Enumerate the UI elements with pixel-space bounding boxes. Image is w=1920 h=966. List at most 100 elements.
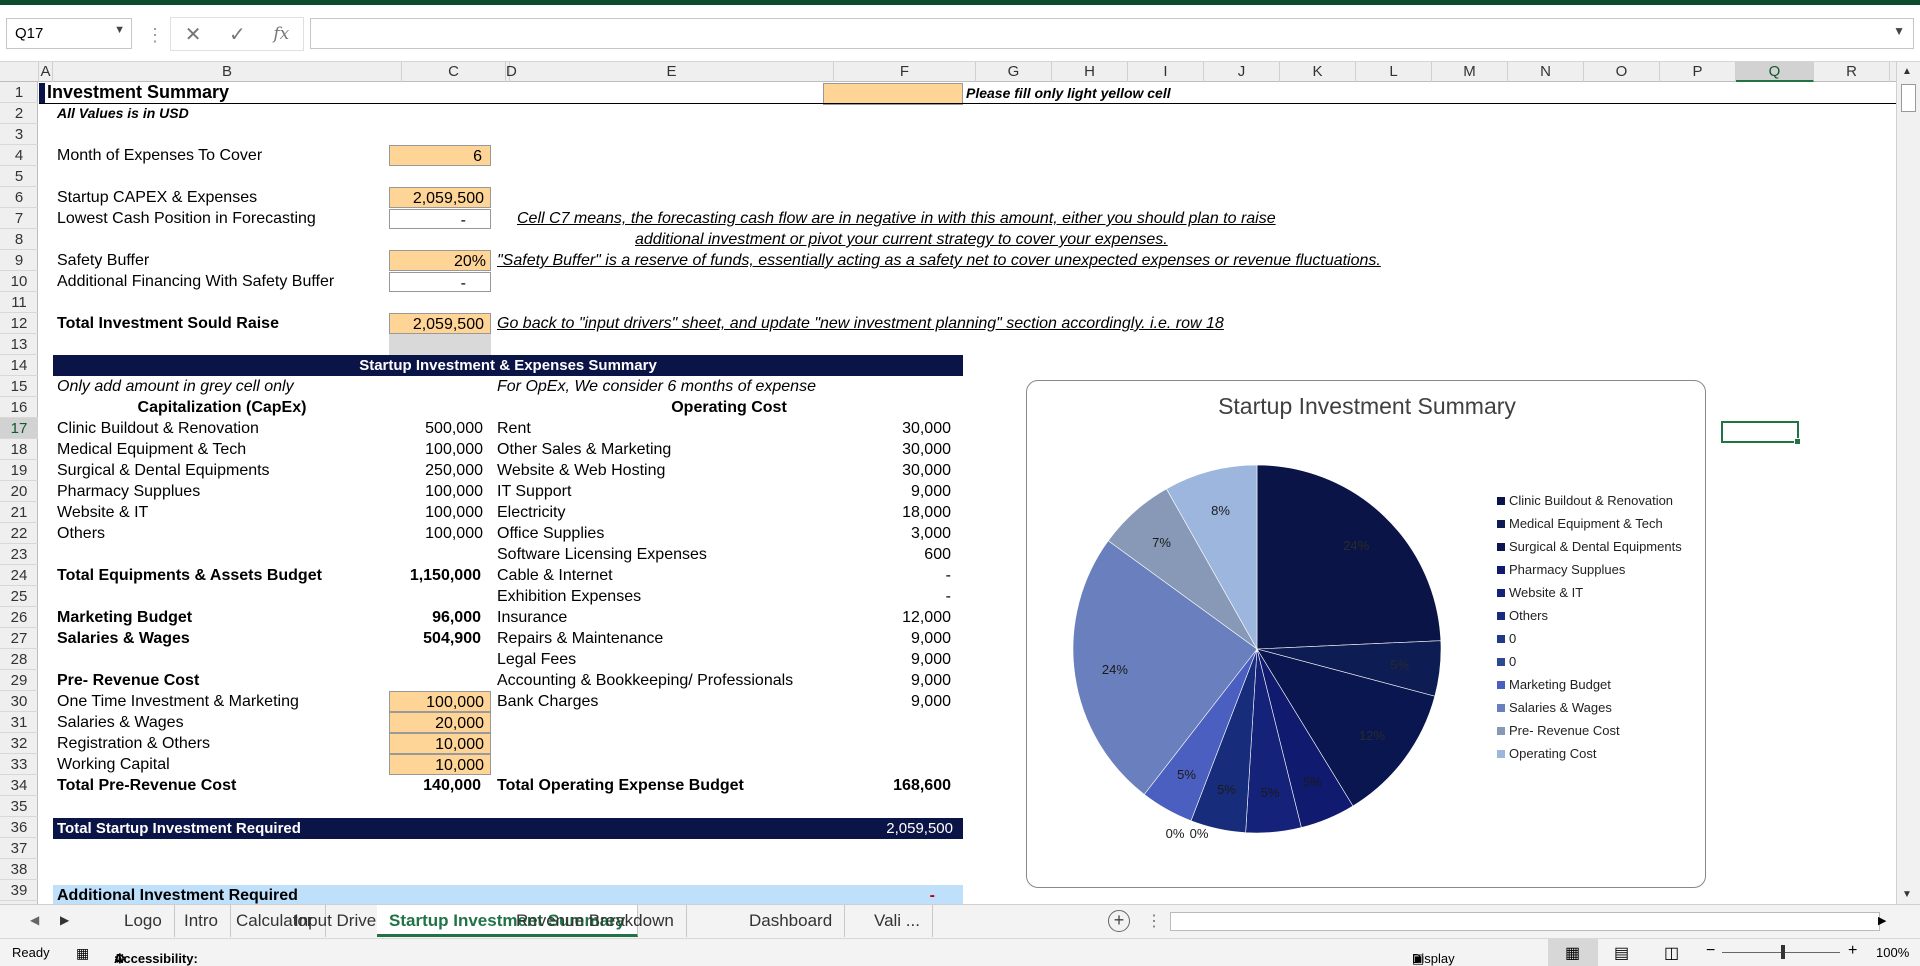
scroll-down-icon[interactable]: ▼ xyxy=(1902,889,1912,900)
column-header[interactable]: E xyxy=(510,62,834,82)
zoom-slider-thumb[interactable] xyxy=(1781,945,1785,959)
capex-value[interactable]: 2,059,500 xyxy=(389,187,491,208)
sheet-tab[interactable]: Revenue Breakdown xyxy=(504,905,687,937)
column-header[interactable]: L xyxy=(1356,62,1432,82)
row-header[interactable]: 39 xyxy=(0,880,38,901)
name-box[interactable]: Q17 ▼ xyxy=(6,18,132,49)
row-header[interactable]: 24 xyxy=(0,565,38,586)
row-header[interactable]: 12 xyxy=(0,313,38,334)
line-item-value[interactable]: 10,000 xyxy=(389,754,491,775)
sheet-tab[interactable]: Vali ... xyxy=(862,905,933,937)
grey-cell[interactable] xyxy=(389,334,491,355)
row-header[interactable]: 33 xyxy=(0,754,38,775)
add-sheet-icon[interactable]: + xyxy=(1108,910,1130,932)
legend-entry[interactable]: Salaries & Wages xyxy=(1497,696,1682,719)
column-header[interactable]: C xyxy=(402,62,506,82)
cancel-icon[interactable]: ✕ xyxy=(184,23,202,46)
legend-entry[interactable]: 0 xyxy=(1497,650,1682,673)
legend-entry[interactable]: Marketing Budget xyxy=(1497,673,1682,696)
horizontal-scrollbar[interactable] xyxy=(1170,912,1880,931)
row-header[interactable]: 13 xyxy=(0,334,38,355)
legend-yellow-cell[interactable] xyxy=(823,83,963,105)
legend-entry[interactable]: Pharmacy Supplues xyxy=(1497,558,1682,581)
legend-entry[interactable]: Surgical & Dental Equipments xyxy=(1497,535,1682,558)
column-header[interactable]: R xyxy=(1814,62,1890,82)
row-header[interactable]: 20 xyxy=(0,481,38,502)
scroll-up-icon[interactable]: ▲ xyxy=(1902,66,1912,77)
row-header[interactable]: 31 xyxy=(0,712,38,733)
row-header[interactable]: 7 xyxy=(0,208,38,229)
row-header[interactable]: 16 xyxy=(0,397,38,418)
pie-slice[interactable] xyxy=(1256,464,1442,650)
total-raise-value[interactable]: 2,059,500 xyxy=(389,313,491,334)
month-input[interactable]: 6 xyxy=(389,145,491,166)
legend-entry[interactable]: Operating Cost xyxy=(1497,742,1682,765)
row-header[interactable]: 5 xyxy=(0,166,38,187)
chevron-down-icon[interactable]: ▼ xyxy=(114,24,125,36)
legend-entry[interactable]: Others xyxy=(1497,604,1682,627)
row-header[interactable]: 27 xyxy=(0,628,38,649)
legend-entry[interactable]: Website & IT xyxy=(1497,581,1682,604)
row-header[interactable]: 29 xyxy=(0,670,38,691)
pie-slice[interactable] xyxy=(1072,540,1258,795)
pie-slice[interactable] xyxy=(1256,648,1436,807)
tab-prev-icon[interactable]: ◀ xyxy=(30,913,40,927)
row-header[interactable]: 11 xyxy=(0,292,38,313)
legend-entry[interactable]: Clinic Buildout & Renovation xyxy=(1497,489,1682,512)
legend-entry[interactable]: 0 xyxy=(1497,627,1682,650)
selected-cell-q17[interactable] xyxy=(1721,421,1801,445)
normal-view-icon[interactable] xyxy=(1548,939,1598,966)
row-header[interactable]: 38 xyxy=(0,859,38,880)
column-header[interactable]: B xyxy=(53,62,402,82)
column-header[interactable]: O xyxy=(1584,62,1660,82)
column-header[interactable]: A xyxy=(39,62,53,82)
column-header[interactable]: J xyxy=(1204,62,1280,82)
chevron-down-icon[interactable]: ▼ xyxy=(1893,24,1905,38)
sheet-tab[interactable]: Dashboard xyxy=(737,905,846,937)
row-header[interactable]: 8 xyxy=(0,229,38,250)
column-header[interactable]: P xyxy=(1660,62,1736,82)
page-layout-icon[interactable]: ▤ xyxy=(1614,945,1630,962)
row-header[interactable]: 25 xyxy=(0,586,38,607)
row-header[interactable]: 22 xyxy=(0,523,38,544)
select-all-corner[interactable] xyxy=(0,62,39,82)
line-item-value[interactable]: 20,000 xyxy=(389,712,491,733)
hscroll-right-icon[interactable]: ▶ xyxy=(1878,915,1887,927)
row-header[interactable]: 9 xyxy=(0,250,38,271)
pie-slice[interactable] xyxy=(1166,464,1258,651)
startup-investment-chart[interactable]: Startup Investment Summary 24% 5% 12% 5% 5% 5… xyxy=(1026,380,1706,888)
function-icon[interactable]: fx xyxy=(273,24,290,44)
sheet-tab[interactable]: Calculator xyxy=(224,905,326,937)
tab-next-icon[interactable]: ▶ xyxy=(60,913,70,927)
sheet-tab[interactable]: Intro xyxy=(172,905,232,937)
row-header[interactable]: 1 xyxy=(0,82,38,103)
column-header[interactable]: N xyxy=(1508,62,1584,82)
row-header[interactable]: 23 xyxy=(0,544,38,565)
row-header[interactable]: 30 xyxy=(0,691,38,712)
row-header[interactable]: 3 xyxy=(0,124,38,145)
row-header[interactable]: 37 xyxy=(0,838,38,859)
column-header[interactable]: Q xyxy=(1736,62,1814,82)
confirm-icon[interactable]: ✓ xyxy=(229,23,246,46)
row-header[interactable]: 2 xyxy=(0,103,38,124)
zoom-in-icon[interactable]: + xyxy=(1848,942,1858,959)
column-header[interactable]: H xyxy=(1052,62,1128,82)
sheet-tab[interactable]: Startup Investment Summary xyxy=(377,905,639,937)
line-item-value[interactable]: 10,000 xyxy=(389,733,491,754)
column-header[interactable]: F xyxy=(834,62,976,82)
row-header[interactable]: 36 xyxy=(0,817,38,838)
legend-entry[interactable]: Medical Equipment & Tech xyxy=(1497,512,1682,535)
line-item-value[interactable]: 100,000 xyxy=(389,691,491,712)
row-header[interactable]: 17 xyxy=(0,418,38,439)
legend-entry[interactable]: Pre- Revenue Cost xyxy=(1497,719,1682,742)
macro-icon[interactable]: ▦ xyxy=(76,945,90,961)
column-header[interactable]: I xyxy=(1128,62,1204,82)
row-header[interactable]: 10 xyxy=(0,271,38,292)
column-header[interactable]: K xyxy=(1280,62,1356,82)
row-header[interactable]: 26 xyxy=(0,607,38,628)
zoom-out-icon[interactable]: − xyxy=(1706,942,1716,959)
row-header[interactable]: 6 xyxy=(0,187,38,208)
row-header[interactable]: 34 xyxy=(0,775,38,796)
column-header[interactable]: G xyxy=(976,62,1052,82)
scroll-thumb[interactable] xyxy=(1901,84,1916,112)
